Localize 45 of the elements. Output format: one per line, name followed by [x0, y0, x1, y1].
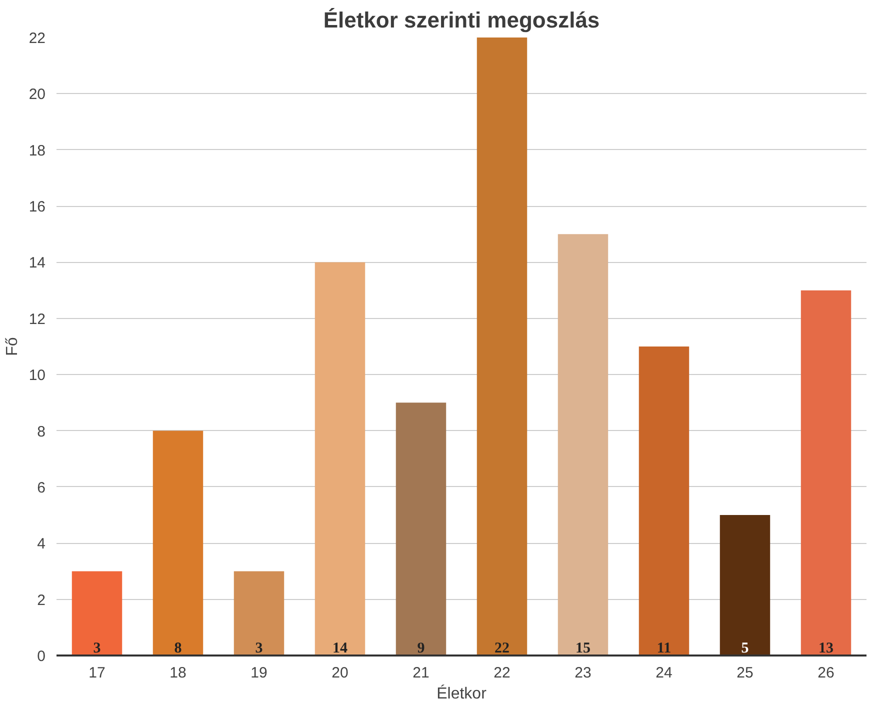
- y-tick-label: 22: [28, 30, 46, 47]
- data-label: 9: [417, 640, 425, 656]
- data-label: 3: [93, 640, 101, 656]
- data-label: 15: [576, 640, 590, 656]
- x-tick-label: 22: [494, 664, 510, 682]
- y-tick-label: 6: [37, 479, 46, 496]
- chart-title: Életkor szerinti megoszlás: [323, 8, 600, 32]
- y-tick-label: 4: [37, 536, 46, 553]
- y-tick-label: 16: [28, 198, 46, 216]
- bar: [558, 234, 608, 656]
- x-tick-label: 19: [250, 664, 268, 682]
- data-label: 22: [494, 640, 510, 656]
- data-label: 11: [656, 640, 672, 656]
- data-label: 8: [174, 640, 182, 656]
- y-tick-label: 18: [28, 142, 46, 160]
- bar: [314, 262, 366, 656]
- bar: [800, 290, 852, 656]
- y-tick-label: 10: [28, 367, 46, 384]
- x-tick-label: 25: [736, 664, 754, 682]
- x-axis-title: Életkor: [436, 684, 488, 702]
- data-label: 5: [741, 640, 749, 656]
- bar: [396, 402, 446, 656]
- bar: [72, 571, 122, 656]
- x-tick-label: 23: [574, 664, 592, 682]
- bar: [638, 346, 690, 656]
- data-label: 3: [255, 640, 263, 656]
- y-axis-title: Fő: [4, 337, 21, 356]
- y-tick-label: 0: [37, 648, 46, 665]
- bar: [720, 515, 770, 656]
- x-tick-label: 24: [656, 664, 672, 682]
- y-tick-label: 20: [28, 86, 46, 104]
- data-label: 13: [818, 640, 834, 656]
- bar: [152, 430, 204, 656]
- y-tick-label: 2: [37, 592, 46, 609]
- bar: [476, 38, 528, 656]
- y-tick-label: 8: [37, 423, 46, 440]
- x-tick-label: 26: [818, 664, 834, 682]
- data-label: 14: [332, 640, 348, 656]
- x-tick-label: 20: [332, 664, 348, 682]
- x-tick-label: 18: [170, 664, 186, 682]
- y-tick-label: 14: [28, 254, 46, 272]
- x-tick-label: 21: [412, 664, 430, 682]
- bar: [234, 571, 284, 656]
- y-tick-label: 12: [28, 310, 46, 328]
- x-tick-label: 17: [88, 664, 106, 682]
